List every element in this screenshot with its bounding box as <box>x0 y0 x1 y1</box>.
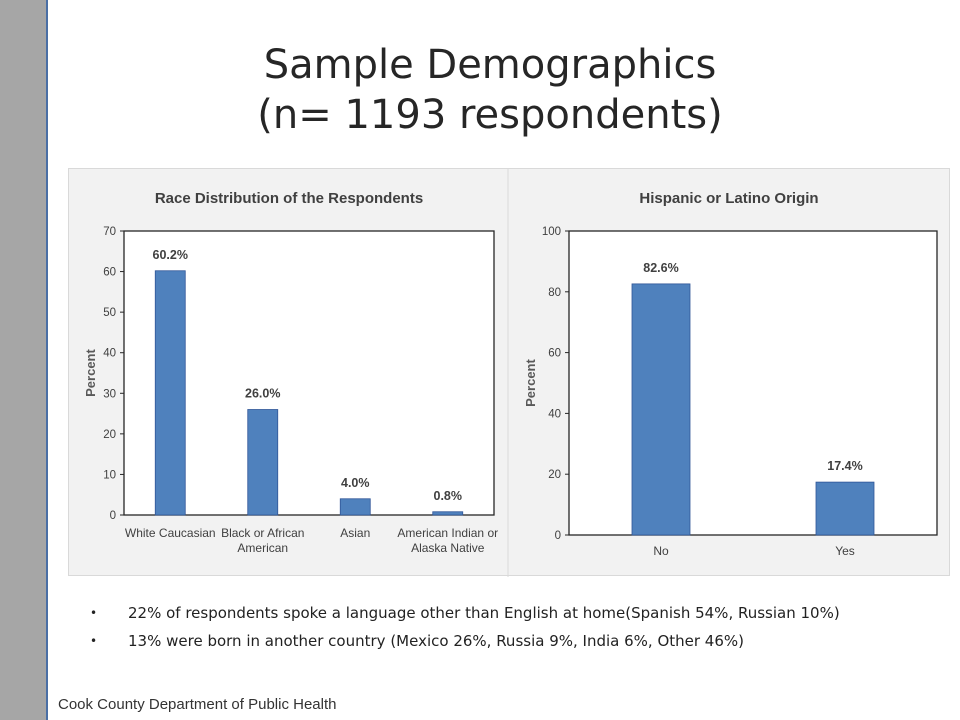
chart-panel: Race Distribution of the Respondents 0 10 2… <box>68 168 950 577</box>
y-tick-label: 40 <box>548 408 561 420</box>
bar <box>339 498 371 516</box>
bullet-list: • 22% of respondents spoke a language ot… <box>90 604 930 650</box>
plot-area-frame <box>123 230 495 516</box>
bullet-item: • 22% of respondents spoke a language ot… <box>90 604 930 622</box>
side-accent-bar <box>0 0 48 720</box>
y-tick-label: 10 <box>103 469 116 481</box>
y-tick-label: 30 <box>103 388 116 400</box>
data-label: 0.8% <box>434 489 463 503</box>
title-line-2: (n= 1193 respondents) <box>257 92 723 138</box>
x-tick-label: No <box>653 544 669 558</box>
bullet-dot: • <box>90 606 98 620</box>
y-tick-label: 20 <box>103 429 116 441</box>
y-tick-label: 0 <box>110 510 116 522</box>
x-tick-label: Asian <box>340 526 370 540</box>
y-tick-label: 80 <box>548 287 561 299</box>
x-tick-label: White Caucasian <box>125 526 216 540</box>
bar <box>815 481 875 536</box>
bar <box>154 270 186 516</box>
data-label: 26.0% <box>245 387 280 401</box>
data-label: 60.2% <box>153 248 188 262</box>
data-label: 82.6% <box>643 261 678 275</box>
y-tick-label: 40 <box>103 348 116 360</box>
y-tick-label: 60 <box>103 267 116 279</box>
slide-title: Sample Demographics (n= 1193 respondents… <box>60 40 920 140</box>
bullet-text: 13% were born in another country (Mexico… <box>128 632 744 650</box>
data-label: 17.4% <box>827 459 862 473</box>
y-tick-label: 50 <box>103 307 116 319</box>
data-label: 4.0% <box>341 476 370 490</box>
chart-title: Hispanic or Latino Origin <box>639 190 818 207</box>
charts-canvas: Race Distribution of the Respondents 0 10 2… <box>83 169 938 577</box>
bar <box>432 511 464 516</box>
y-axis-label: Percent <box>83 348 98 396</box>
x-tick-label: American Indian or <box>397 526 498 540</box>
y-tick-label: 0 <box>555 530 561 542</box>
bar <box>631 283 691 536</box>
x-tick-label: Black or African <box>221 526 304 540</box>
bullet-item: • 13% were born in another country (Mexi… <box>90 632 930 650</box>
title-line-1: Sample Demographics <box>263 42 717 88</box>
bullet-text: 22% of respondents spoke a language othe… <box>128 604 840 622</box>
x-tick-label: Yes <box>835 544 855 558</box>
y-tick-label: 70 <box>103 226 116 238</box>
y-tick-label: 100 <box>542 226 561 238</box>
x-tick-label: Alaska Native <box>411 541 485 555</box>
chart-title: Race Distribution of the Respondents <box>155 190 423 207</box>
y-tick-label: 60 <box>548 348 561 360</box>
bar <box>247 409 279 516</box>
x-tick-label: American <box>237 541 288 555</box>
footer-credit: Cook County Department of Public Health <box>58 696 337 713</box>
y-axis-label: Percent <box>523 358 538 406</box>
plot-area-frame <box>568 230 938 536</box>
bullet-dot: • <box>90 634 98 648</box>
y-tick-label: 20 <box>548 469 561 481</box>
